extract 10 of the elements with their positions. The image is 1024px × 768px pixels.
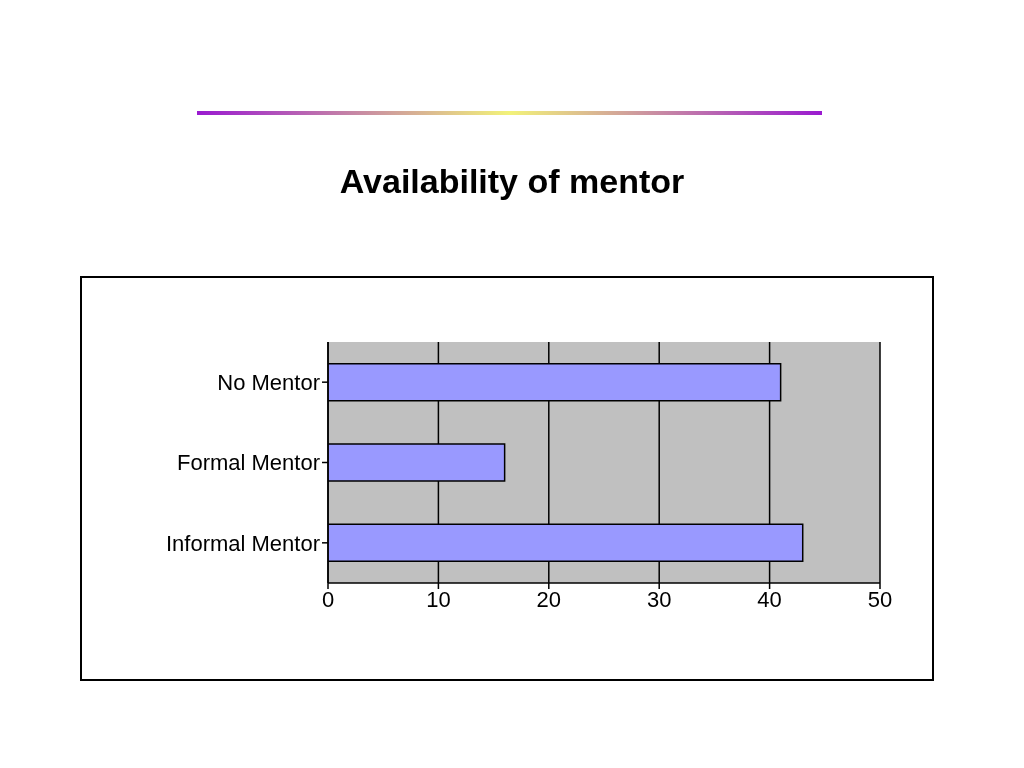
y-tick-label: No Mentor: [217, 369, 320, 395]
chart-title: Availability of mentor: [338, 162, 686, 201]
y-tick-label: Informal Mentor: [165, 530, 320, 556]
x-tick-label: 50: [867, 586, 893, 612]
y-tick-label: Formal Mentor: [176, 450, 320, 476]
x-tick-label: 10: [426, 586, 451, 612]
x-tick-label: 30: [646, 586, 672, 612]
x-tick-label: 20: [536, 586, 562, 612]
x-tick-label: 40: [757, 586, 782, 612]
x-tick-label: 0: [321, 586, 335, 612]
